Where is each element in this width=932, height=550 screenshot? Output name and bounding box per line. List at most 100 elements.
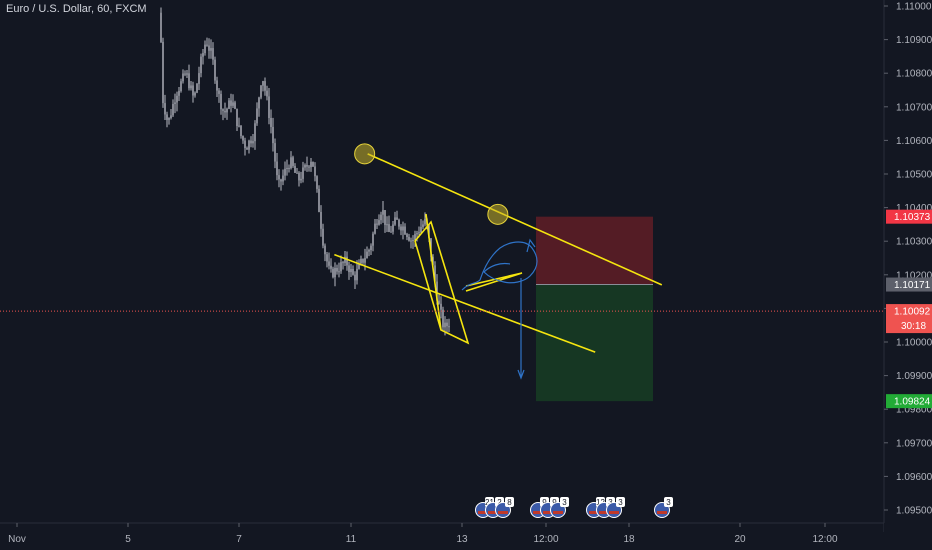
time-tick-label: Nov [8,534,26,545]
candle [210,39,212,59]
axis-corner [884,523,932,550]
candle [304,163,306,171]
pivot-marker[interactable] [487,203,509,225]
candle [386,216,388,233]
candle [286,159,288,176]
candle [348,261,350,280]
candle [176,91,178,112]
event-count-label: 3 [618,498,623,507]
stop-loss-zone[interactable] [536,216,653,285]
candle [246,146,248,150]
price-tick-label: 1.10600 [896,136,932,147]
time-tick-label: 5 [125,534,131,545]
candle [224,102,226,118]
candle [322,223,324,249]
candle [438,293,440,305]
candle [376,219,378,229]
sketch-down-arrow[interactable] [517,369,525,380]
target-price-label: 1.09824 [894,397,931,408]
candle [424,212,426,227]
pivot-marker[interactable] [354,143,376,165]
candle [298,171,300,187]
candle [164,94,166,120]
stop-price-tag [886,209,932,224]
candle [396,210,398,220]
flag-stripe-icon [589,511,599,514]
price-tick-label: 1.09500 [896,506,932,517]
price-tick-label: 1.10000 [896,338,932,349]
candle [312,161,314,168]
candle [188,64,190,91]
flag-stripe-icon [488,511,498,514]
candle [388,215,390,233]
event-group[interactable]: 21 2 8 [475,497,515,518]
event-count-label: 21 [485,498,494,507]
sketch-curve[interactable] [461,241,538,291]
candle [350,264,352,278]
candle [352,265,354,276]
current-price-label: 1.10092 [894,307,931,318]
candle [412,235,414,249]
candle [402,221,404,240]
candle [302,161,304,183]
candle [178,87,180,101]
time-tick-label: 11 [346,534,357,545]
take-profit-zone[interactable] [536,284,653,402]
candle [192,81,194,103]
time-axis[interactable]: Nov 5 7 11 13 12:00 18 20 12:00 [0,522,884,545]
candle [236,108,238,132]
candle [206,37,208,47]
candle [406,232,408,241]
candle [220,90,222,115]
event-group[interactable]: 12 3 3 [586,497,626,518]
flag-lines[interactable] [465,272,523,292]
sketch-drawing[interactable] [461,238,538,380]
price-tick-label: 1.11000 [896,2,932,13]
candle [326,252,328,268]
candle [160,7,162,44]
candle [226,107,228,120]
candle [280,178,282,191]
candle [394,211,396,226]
price-tick-label: 1.09600 [896,472,932,483]
entry-price-tag [886,277,932,292]
event-count-label: 12 [596,498,605,507]
candle [334,262,336,287]
event-group[interactable]: 3 [654,497,674,518]
channel-lower-line[interactable] [334,253,596,353]
price-tick-label: 1.10500 [896,170,932,181]
candle [228,97,230,110]
candle [374,219,376,235]
candle [232,94,234,108]
candle [318,185,320,213]
candle [390,225,392,233]
candle [172,99,174,118]
stop-price-label: 1.10373 [894,212,931,223]
candle [278,169,280,188]
price-tick-label: 1.10900 [896,35,932,46]
symbol-title: Euro / U.S. Dollar, 60, FXCM [6,3,147,15]
time-tick-label: 7 [236,534,242,545]
candle [420,218,422,234]
time-tick-label: 12:00 [812,534,837,545]
price-tick-label: 1.09700 [896,438,932,449]
channel-upper-line[interactable] [367,153,663,286]
candle [398,218,400,230]
bar-countdown-label: 30:18 [901,321,926,332]
candle [184,70,186,77]
candle [316,175,318,193]
time-tick-label: 13 [456,534,468,545]
sketch-up-arrow[interactable] [526,238,536,253]
economic-events[interactable]: 21 2 8 9 9 3 12 3 3 3 [475,497,674,518]
price-tick-label: 1.09900 [896,371,932,382]
candle [292,155,294,168]
event-count-label: 3 [562,498,567,507]
candle [186,70,188,78]
candle [194,91,196,98]
candle [230,93,232,113]
current-price-tag [886,304,932,334]
candle [256,102,258,126]
